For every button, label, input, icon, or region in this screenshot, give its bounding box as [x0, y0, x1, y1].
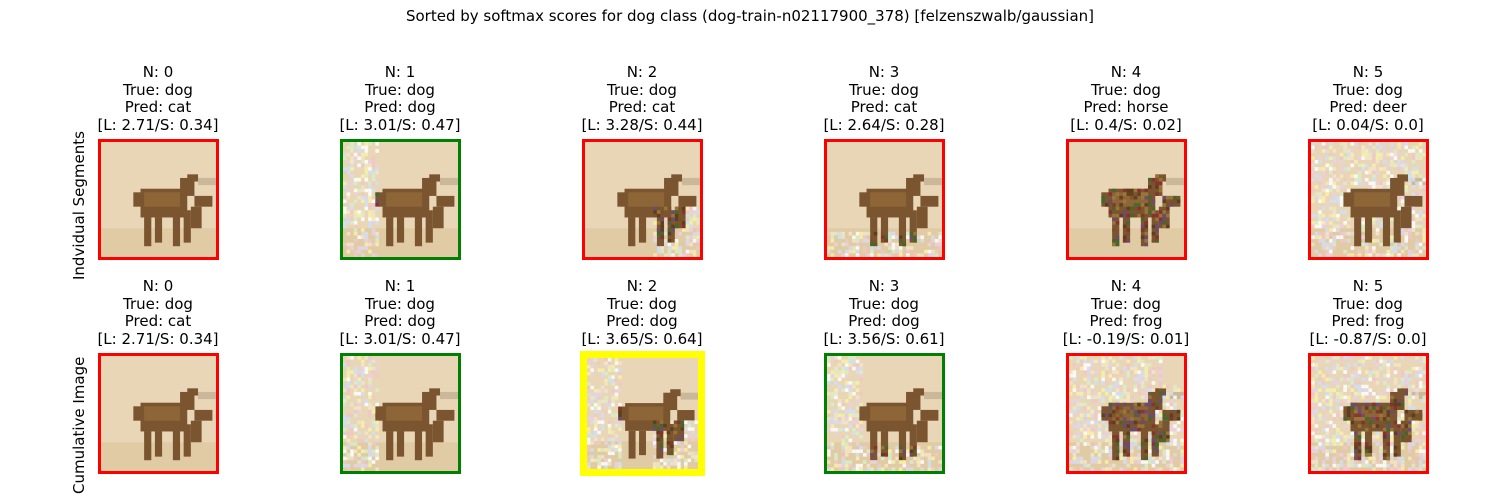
panel-pred-label: Pred: horse — [1083, 98, 1169, 116]
panel-n-label: N: 4 — [1110, 277, 1142, 295]
panel-score-label: [L: 3.01/S: 0.47] — [339, 115, 461, 134]
panel-score-label: [L: 2.71/S: 0.34] — [97, 329, 219, 348]
panel-pred-label: Pred: frog — [1089, 312, 1163, 330]
panel-n-label: N: 0 — [142, 63, 174, 81]
figure-title: Sorted by softmax scores for dog class (… — [405, 7, 1095, 25]
panel-cumulative-1: N: 1 True: dog Pred: dog [L: 3.01/S: 0.4… — [279, 277, 521, 348]
dog-photo-icon — [587, 358, 698, 469]
segment-image-1 — [340, 139, 461, 260]
panel-true-label: True: dog — [1091, 294, 1161, 313]
panel-score-label: [L: 3.28/S: 0.44] — [581, 115, 703, 134]
panel-score-label: [L: 3.56/S: 0.61] — [823, 329, 945, 348]
panel-n-label: N: 3 — [868, 277, 900, 295]
panel-pred-label: Pred: dog — [364, 98, 436, 116]
panel-segment-0: N: 0 True: dog Pred: cat [L: 2.71/S: 0.3… — [37, 63, 279, 134]
panel-n-label: N: 2 — [626, 277, 658, 295]
panel-segment-2: N: 2 True: dog Pred: cat [L: 3.28/S: 0.4… — [521, 63, 763, 134]
dog-photo-icon — [343, 356, 458, 471]
panel-n-label: N: 2 — [626, 63, 658, 81]
panel-true-label: True: dog — [607, 294, 677, 313]
panel-score-label: [L: 2.64/S: 0.28] — [823, 115, 945, 134]
dog-photo-icon — [101, 356, 216, 471]
dog-photo-icon — [343, 142, 458, 257]
panel-pred-label: Pred: frog — [1331, 312, 1405, 330]
panel-score-label: [L: 0.4/S: 0.02] — [1070, 115, 1182, 134]
panel-score-label: [L: -0.19/S: 0.01] — [1062, 329, 1190, 348]
segment-image-5 — [1308, 139, 1429, 260]
segment-image-3 — [824, 139, 945, 260]
panel-n-label: N: 5 — [1352, 63, 1384, 81]
dog-photo-icon — [827, 142, 942, 257]
panel-segment-1: N: 1 True: dog Pred: dog [L: 3.01/S: 0.4… — [279, 63, 521, 134]
panel-score-label: [L: 3.65/S: 0.64] — [581, 329, 703, 348]
panel-true-label: True: dog — [849, 80, 919, 99]
panel-pred-label: Pred: dog — [364, 312, 436, 330]
panel-cumulative-5: N: 5 True: dog Pred: frog [L: -0.87/S: 0… — [1247, 277, 1489, 348]
panel-true-label: True: dog — [365, 80, 435, 99]
panel-n-label: N: 4 — [1110, 63, 1142, 81]
panel-true-label: True: dog — [849, 294, 919, 313]
panel-pred-label: Pred: cat — [124, 312, 192, 330]
cumulative-image-5 — [1308, 353, 1429, 474]
panel-pred-label: Pred: cat — [124, 98, 192, 116]
panel-n-label: N: 0 — [142, 277, 174, 295]
panel-true-label: True: dog — [1333, 80, 1403, 99]
segment-image-2 — [582, 139, 703, 260]
row-label-cumulative-image: Cumulative Image — [70, 356, 88, 494]
cumulative-image-4 — [1066, 353, 1187, 474]
panel-n-label: N: 5 — [1352, 277, 1384, 295]
panel-segment-3: N: 3 True: dog Pred: cat [L: 2.64/S: 0.2… — [763, 63, 1005, 134]
dog-photo-icon — [585, 142, 700, 257]
row-label-individual-segments: Indvidual Segments — [70, 131, 88, 280]
panel-cumulative-3: N: 3 True: dog Pred: dog [L: 3.56/S: 0.6… — [763, 277, 1005, 348]
panel-pred-label: Pred: cat — [608, 98, 676, 116]
panel-cumulative-0: N: 0 True: dog Pred: cat [L: 2.71/S: 0.3… — [37, 277, 279, 348]
panel-true-label: True: dog — [607, 80, 677, 99]
panel-score-label: [L: 2.71/S: 0.34] — [97, 115, 219, 134]
panel-true-label: True: dog — [365, 294, 435, 313]
cumulative-image-1 — [340, 353, 461, 474]
panel-segment-5: N: 5 True: dog Pred: deer [L: 0.04/S: 0.… — [1247, 63, 1489, 134]
dog-photo-icon — [1069, 142, 1184, 257]
panel-segment-4: N: 4 True: dog Pred: horse [L: 0.4/S: 0.… — [1005, 63, 1247, 134]
panel-score-label: [L: 0.04/S: 0.0] — [1312, 115, 1424, 134]
panel-score-label: [L: 3.01/S: 0.47] — [339, 329, 461, 348]
panel-true-label: True: dog — [1333, 294, 1403, 313]
panel-n-label: N: 1 — [384, 277, 416, 295]
panel-pred-label: Pred: cat — [850, 98, 918, 116]
panel-pred-label: Pred: dog — [848, 312, 920, 330]
panel-cumulative-2: N: 2 True: dog Pred: dog [L: 3.65/S: 0.6… — [521, 277, 763, 348]
cumulative-image-3 — [824, 353, 945, 474]
panel-cumulative-4: N: 4 True: dog Pred: frog [L: -0.19/S: 0… — [1005, 277, 1247, 348]
panel-true-label: True: dog — [123, 294, 193, 313]
panel-pred-label: Pred: deer — [1329, 98, 1407, 116]
panel-pred-label: Pred: dog — [606, 312, 678, 330]
segment-image-0 — [98, 139, 219, 260]
dog-photo-icon — [1311, 356, 1426, 471]
dog-photo-icon — [101, 142, 216, 257]
panel-true-label: True: dog — [1091, 80, 1161, 99]
segment-image-4 — [1066, 139, 1187, 260]
dog-photo-icon — [1069, 356, 1184, 471]
cumulative-image-2 — [580, 351, 705, 476]
dog-photo-icon — [1311, 142, 1426, 257]
panel-score-label: [L: -0.87/S: 0.0] — [1309, 329, 1427, 348]
cumulative-image-0 — [98, 353, 219, 474]
panel-n-label: N: 1 — [384, 63, 416, 81]
panel-n-label: N: 3 — [868, 63, 900, 81]
dog-photo-icon — [827, 356, 942, 471]
panel-true-label: True: dog — [123, 80, 193, 99]
